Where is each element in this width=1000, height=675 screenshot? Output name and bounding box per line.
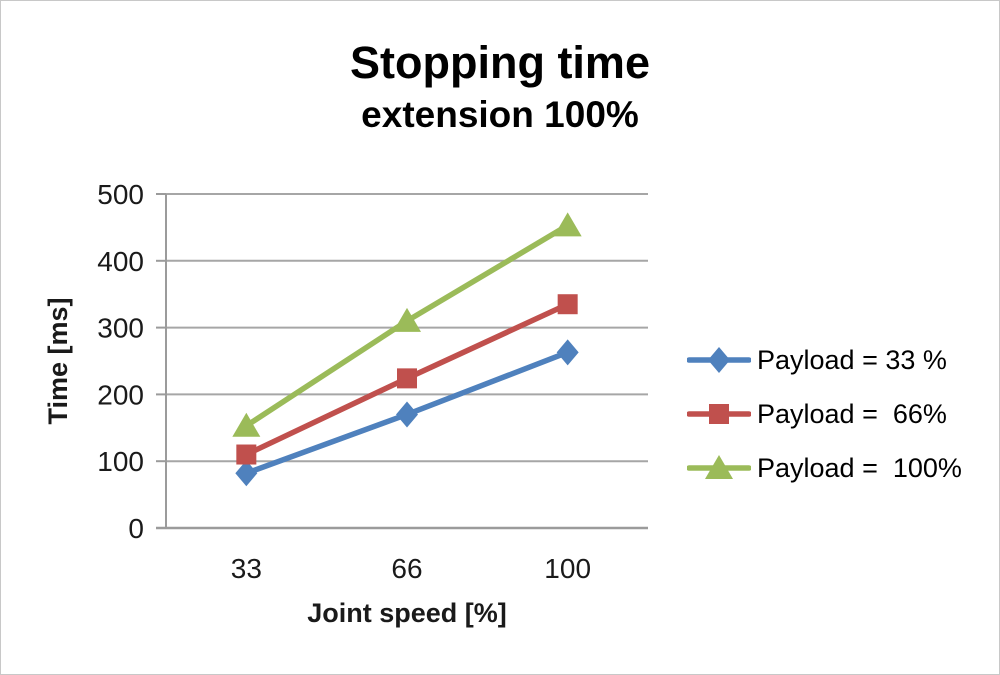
legend: Payload = 33 % Payload = 66% Payload = 1… <box>686 341 962 503</box>
chart-title: Stopping time <box>350 37 650 88</box>
svg-text:Joint speed [%]: Joint speed [%] <box>307 598 507 628</box>
svg-text:500: 500 <box>97 179 144 210</box>
svg-text:33: 33 <box>231 553 262 584</box>
diamond-marker-icon <box>686 345 752 375</box>
legend-label: Payload = 33 % <box>757 344 947 375</box>
svg-text:400: 400 <box>97 246 144 277</box>
legend-item-payload-100: Payload = 100% <box>686 449 962 487</box>
legend-item-payload-66: Payload = 66% <box>686 395 962 433</box>
triangle-marker-icon <box>686 453 752 483</box>
svg-text:66: 66 <box>391 553 422 584</box>
svg-text:200: 200 <box>97 379 144 410</box>
legend-item-payload-33: Payload = 33 % <box>686 341 962 379</box>
svg-text:100: 100 <box>544 553 591 584</box>
svg-text:Time [ms]: Time [ms] <box>43 297 73 424</box>
legend-label: Payload = 66% <box>757 398 947 429</box>
svg-text:100: 100 <box>97 446 144 477</box>
svg-text:0: 0 <box>128 513 144 544</box>
svg-text:300: 300 <box>97 313 144 344</box>
legend-label: Payload = 100% <box>757 452 962 483</box>
square-marker-icon <box>686 399 752 429</box>
chart-subtitle: extension 100% <box>361 94 639 135</box>
